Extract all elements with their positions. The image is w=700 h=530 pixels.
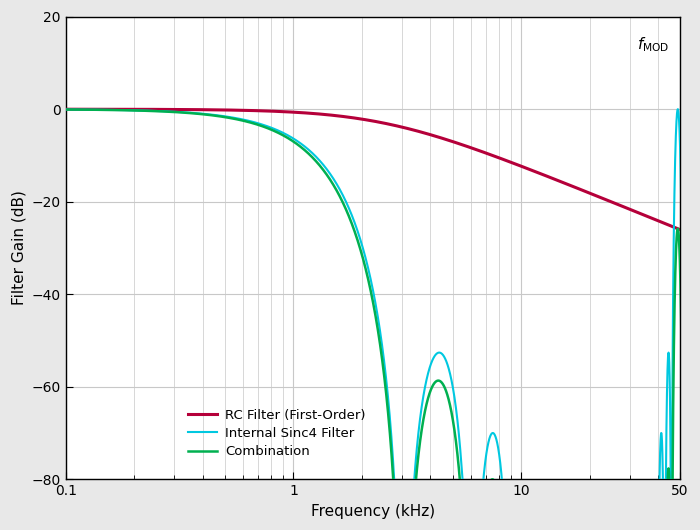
Legend: RC Filter (First-Order), Internal Sinc4 Filter, Combination: RC Filter (First-Order), Internal Sinc4 … xyxy=(183,403,371,464)
Y-axis label: Filter Gain (dB): Filter Gain (dB) xyxy=(11,191,26,305)
Text: $f_{\mathsf{MOD}}$: $f_{\mathsf{MOD}}$ xyxy=(637,35,669,54)
X-axis label: Frequency (kHz): Frequency (kHz) xyxy=(311,504,435,519)
